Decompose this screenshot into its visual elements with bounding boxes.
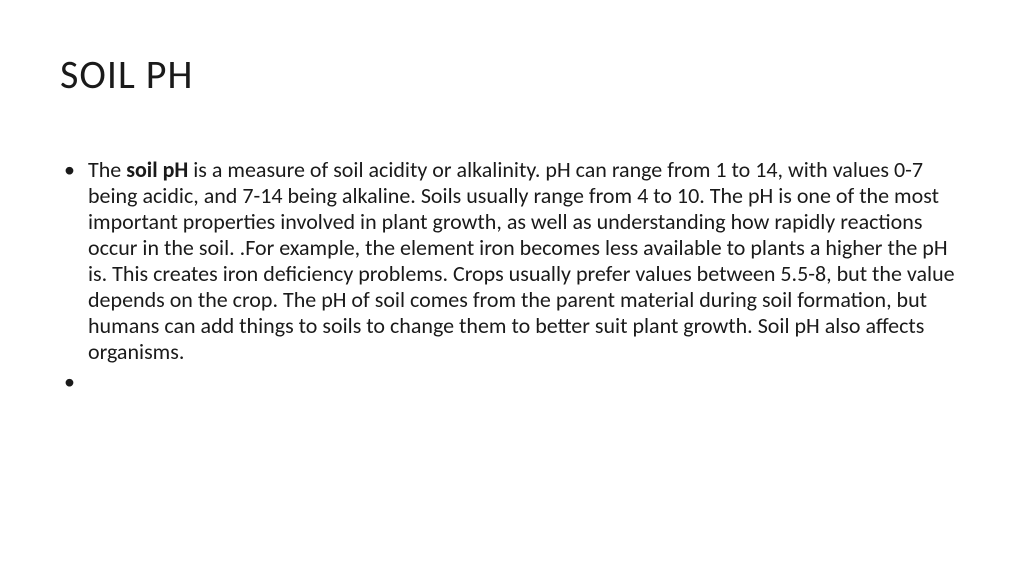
bullet-rest: is a measure of soil acidity or alkalini… [88,156,955,365]
bullet-prefix: The [88,156,126,183]
bullet-item: The soil pH is a measure of soil acidity… [88,157,964,365]
slide-container: SOIL PH The soil pH is a measure of soil… [0,0,1024,576]
slide-title: SOIL PH [60,50,964,99]
slide-body-list: The soil pH is a measure of soil acidity… [60,157,964,365]
bullet-bold-term: soil pH [126,156,188,183]
